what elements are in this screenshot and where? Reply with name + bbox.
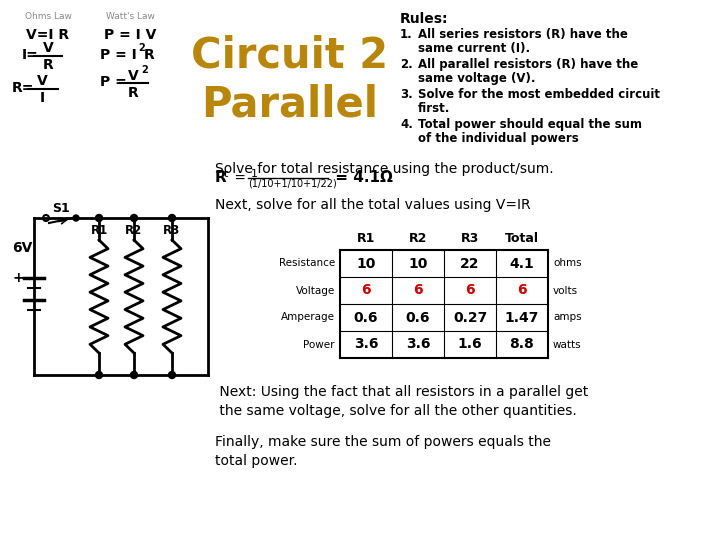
Text: 1: 1 bbox=[251, 169, 258, 179]
Circle shape bbox=[130, 214, 138, 221]
Text: I: I bbox=[40, 91, 45, 105]
Text: R2: R2 bbox=[409, 232, 427, 245]
Text: watts: watts bbox=[553, 340, 582, 349]
Circle shape bbox=[168, 214, 176, 221]
Text: 4.: 4. bbox=[400, 118, 413, 131]
Text: 1.6: 1.6 bbox=[458, 338, 482, 352]
Text: V: V bbox=[127, 69, 138, 83]
Circle shape bbox=[73, 215, 79, 221]
Text: R: R bbox=[144, 48, 155, 62]
Text: 4.1: 4.1 bbox=[510, 256, 534, 271]
Text: same voltage (V).: same voltage (V). bbox=[418, 72, 536, 85]
Text: All parallel resistors (R) have the: All parallel resistors (R) have the bbox=[418, 58, 638, 71]
Text: ohms: ohms bbox=[553, 259, 582, 268]
Circle shape bbox=[130, 372, 138, 379]
Text: Rules:: Rules: bbox=[400, 12, 449, 26]
Text: V=I R: V=I R bbox=[27, 28, 70, 42]
Text: Power: Power bbox=[304, 340, 335, 349]
Text: same current (I).: same current (I). bbox=[418, 42, 530, 55]
Text: Circuit 2
Parallel: Circuit 2 Parallel bbox=[192, 35, 389, 125]
Text: amps: amps bbox=[553, 313, 582, 322]
Text: 1.47: 1.47 bbox=[505, 310, 539, 325]
Text: V: V bbox=[42, 41, 53, 55]
Text: volts: volts bbox=[553, 286, 578, 295]
Text: Resistance: Resistance bbox=[279, 259, 335, 268]
Text: Ohms Law: Ohms Law bbox=[24, 12, 71, 21]
Text: 2.: 2. bbox=[400, 58, 413, 71]
Text: Watt's Law: Watt's Law bbox=[106, 12, 154, 21]
Text: of the individual powers: of the individual powers bbox=[418, 132, 579, 145]
Text: first.: first. bbox=[418, 102, 451, 115]
Text: Amperage: Amperage bbox=[281, 313, 335, 322]
Text: V: V bbox=[37, 74, 48, 88]
Text: R1: R1 bbox=[357, 232, 375, 245]
Text: Total power should equal the sum: Total power should equal the sum bbox=[418, 118, 642, 131]
Text: 1.: 1. bbox=[400, 28, 413, 41]
Text: R=: R= bbox=[12, 81, 35, 95]
Text: R: R bbox=[127, 86, 138, 100]
Text: R2: R2 bbox=[125, 224, 143, 237]
Text: Solve for total resistance using the product/sum.: Solve for total resistance using the pro… bbox=[215, 162, 554, 176]
Text: 6: 6 bbox=[517, 284, 527, 298]
Circle shape bbox=[96, 214, 102, 221]
Text: R: R bbox=[215, 171, 227, 186]
Text: 6: 6 bbox=[413, 284, 423, 298]
Text: 2: 2 bbox=[138, 43, 145, 53]
Text: +: + bbox=[12, 271, 24, 285]
Text: 8.8: 8.8 bbox=[510, 338, 534, 352]
Text: (1/10+1/10+1/22): (1/10+1/10+1/22) bbox=[248, 179, 337, 189]
Text: 6V: 6V bbox=[12, 241, 32, 255]
Text: 10: 10 bbox=[356, 256, 376, 271]
Text: 10: 10 bbox=[408, 256, 428, 271]
Text: Finally, make sure the sum of powers equals the
total power.: Finally, make sure the sum of powers equ… bbox=[215, 435, 551, 469]
Text: R1: R1 bbox=[91, 224, 107, 237]
Text: Next, solve for all the total values using V=IR: Next, solve for all the total values usi… bbox=[215, 198, 531, 212]
Text: 3.6: 3.6 bbox=[406, 338, 431, 352]
Text: 0.6: 0.6 bbox=[354, 310, 378, 325]
Text: 2: 2 bbox=[141, 65, 148, 75]
Text: Total: Total bbox=[505, 232, 539, 245]
Text: R: R bbox=[42, 58, 53, 72]
Text: 6: 6 bbox=[361, 284, 371, 298]
Text: P =: P = bbox=[100, 75, 127, 89]
Text: 6: 6 bbox=[465, 284, 474, 298]
Text: Next: Using the fact that all resistors in a parallel get
 the same voltage, sol: Next: Using the fact that all resistors … bbox=[215, 385, 588, 418]
Text: R3: R3 bbox=[163, 224, 181, 237]
Text: I=: I= bbox=[22, 48, 39, 62]
Text: S1: S1 bbox=[52, 201, 70, 214]
Text: 22: 22 bbox=[460, 256, 480, 271]
Text: P = I V: P = I V bbox=[104, 28, 156, 42]
Text: 0.6: 0.6 bbox=[406, 310, 431, 325]
Text: Voltage: Voltage bbox=[296, 286, 335, 295]
Text: =: = bbox=[230, 171, 251, 185]
Text: 3.6: 3.6 bbox=[354, 338, 378, 352]
Circle shape bbox=[96, 372, 102, 379]
Text: All series resistors (R) have the: All series resistors (R) have the bbox=[418, 28, 628, 41]
Text: 0.27: 0.27 bbox=[453, 310, 487, 325]
Text: = 4.1Ω: = 4.1Ω bbox=[330, 171, 393, 186]
Circle shape bbox=[168, 372, 176, 379]
Text: P = I: P = I bbox=[100, 48, 137, 62]
Text: Solve for the most embedded circuit: Solve for the most embedded circuit bbox=[418, 88, 660, 101]
Text: 3.: 3. bbox=[400, 88, 413, 101]
Text: t: t bbox=[224, 169, 228, 179]
Text: R3: R3 bbox=[461, 232, 479, 245]
